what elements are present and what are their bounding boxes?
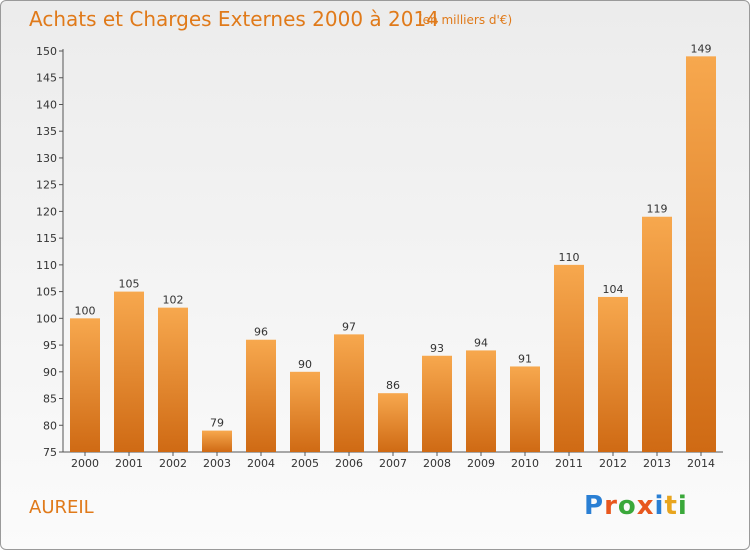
data-label-2006: 97 xyxy=(342,320,356,333)
proxiti-logo[interactable]: Proxiti xyxy=(584,491,688,521)
logo-letter: o xyxy=(617,491,637,521)
x-tick-label-2008: 2008 xyxy=(423,457,451,470)
bar-2005 xyxy=(290,371,320,452)
y-tick-label: 80 xyxy=(43,419,57,432)
x-tick-label-2010: 2010 xyxy=(511,457,539,470)
data-label-2004: 96 xyxy=(254,326,268,339)
y-tick-label: 150 xyxy=(36,45,57,58)
x-tick-label-2001: 2001 xyxy=(115,457,143,470)
data-label-2010: 91 xyxy=(518,352,532,365)
y-tick-label: 135 xyxy=(36,125,57,138)
x-tick-label-2014: 2014 xyxy=(687,457,715,470)
logo-letter: i xyxy=(654,491,665,521)
data-label-2001: 105 xyxy=(119,278,140,291)
logo-letter: P xyxy=(584,491,605,521)
chart-axes: 75 80 85 90 95 100 105 110 115 120 125 130 135 140 145… xyxy=(36,45,723,470)
chart-bars: 100 105 102 79 96 90 97 86 93 94 91 110 104 119 149 xyxy=(70,42,716,452)
x-tick-label-2006: 2006 xyxy=(335,457,363,470)
place-name: AUREIL xyxy=(29,497,94,518)
y-tick-label: 115 xyxy=(36,232,57,245)
x-tick-label-2007: 2007 xyxy=(379,457,407,470)
y-tick-label: 95 xyxy=(43,339,57,352)
x-tick-label-2005: 2005 xyxy=(291,457,319,470)
bar-2014 xyxy=(686,56,716,452)
y-tick-label: 100 xyxy=(36,312,57,325)
bar-2001 xyxy=(114,291,144,452)
chart-subtitle: (en milliers d'€) xyxy=(418,13,513,27)
bar-2009 xyxy=(466,350,496,452)
x-tick-label-2009: 2009 xyxy=(467,457,495,470)
y-tick-label: 140 xyxy=(36,98,57,111)
data-label-2008: 93 xyxy=(430,342,444,355)
data-label-2013: 119 xyxy=(647,203,668,216)
data-label-2009: 94 xyxy=(474,336,488,349)
x-tick-label-2003: 2003 xyxy=(203,457,231,470)
y-tick-label: 110 xyxy=(36,259,57,272)
data-label-2005: 90 xyxy=(298,358,312,371)
bar-2000 xyxy=(70,318,100,452)
x-tick-label-2011: 2011 xyxy=(555,457,583,470)
bar-2003 xyxy=(202,430,232,452)
bar-2002 xyxy=(158,307,188,452)
data-label-2003: 79 xyxy=(210,417,224,430)
y-tick-label: 125 xyxy=(36,179,57,192)
x-tick-label-2002: 2002 xyxy=(159,457,187,470)
y-tick-label: 105 xyxy=(36,286,57,299)
y-tick-label: 130 xyxy=(36,152,57,165)
x-tick-label-2012: 2012 xyxy=(599,457,627,470)
bar-2006 xyxy=(334,334,364,452)
x-tick-label-2004: 2004 xyxy=(247,457,275,470)
bar-2004 xyxy=(246,339,276,452)
x-tick-label-2013: 2013 xyxy=(643,457,671,470)
x-tick-label-2000: 2000 xyxy=(71,457,99,470)
data-label-2000: 100 xyxy=(75,304,96,317)
data-label-2007: 86 xyxy=(386,379,400,392)
data-label-2011: 110 xyxy=(559,251,580,264)
chart-title: Achats et Charges Externes 2000 à 2014 xyxy=(29,7,439,31)
bar-2008 xyxy=(422,355,452,452)
data-label-2002: 102 xyxy=(163,294,184,307)
y-tick-label: 120 xyxy=(36,205,57,218)
y-tick-label: 75 xyxy=(43,446,57,459)
logo-letter: r xyxy=(604,491,618,521)
logo-letter: i xyxy=(677,491,688,521)
data-label-2014: 149 xyxy=(691,42,712,55)
bar-2011 xyxy=(554,264,584,452)
logo-letter: t xyxy=(664,491,678,521)
bar-2013 xyxy=(642,216,672,452)
bar-2007 xyxy=(378,393,408,452)
y-tick-label: 90 xyxy=(43,366,57,379)
data-label-2012: 104 xyxy=(603,283,624,296)
y-tick-label: 145 xyxy=(36,72,57,85)
y-tick-label: 85 xyxy=(43,393,57,406)
bar-2012 xyxy=(598,296,628,452)
logo-letter: x xyxy=(636,491,655,521)
bar-2010 xyxy=(510,366,540,452)
